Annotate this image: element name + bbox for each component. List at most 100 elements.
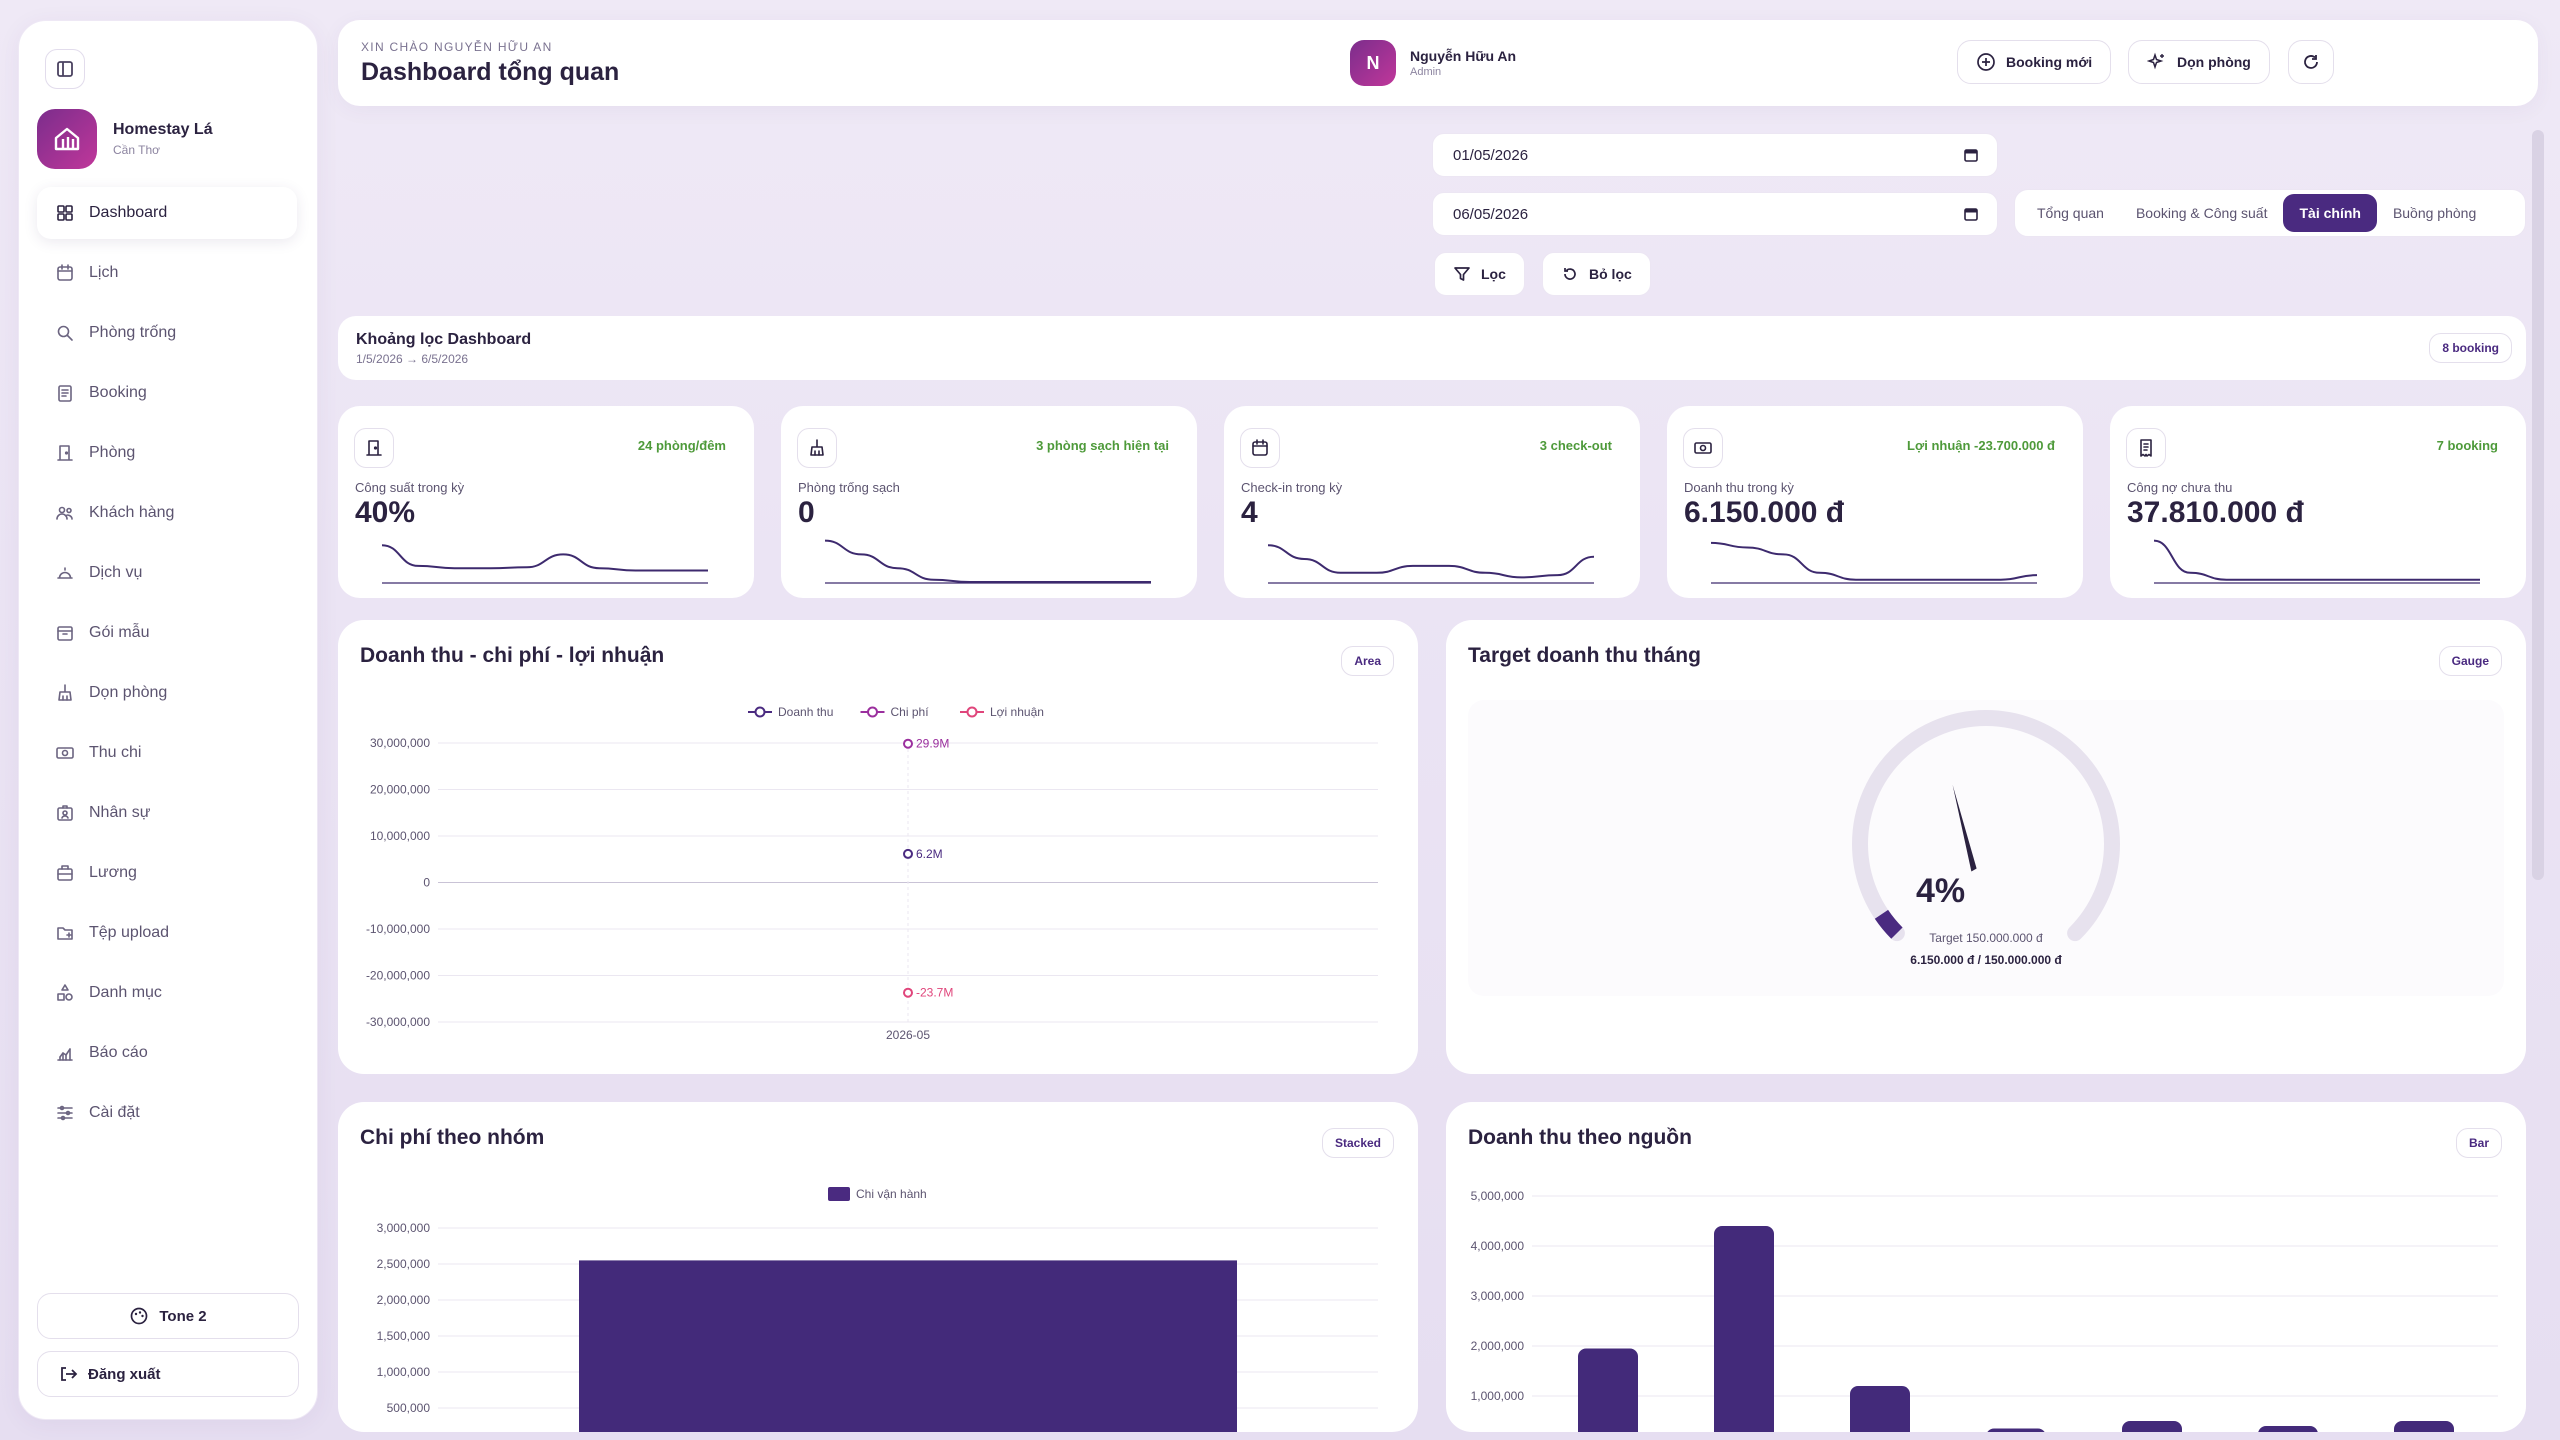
sidebar-item-dọn-phòng[interactable]: Dọn phòng xyxy=(37,667,297,719)
gauge-needle xyxy=(1952,784,1977,872)
reset-icon xyxy=(1564,268,1576,280)
data-label-0: 6.2M xyxy=(916,847,943,861)
page-scrollbar[interactable] xyxy=(2532,130,2544,880)
gauge-percent: 4% xyxy=(1916,872,1965,910)
user-name: Nguyễn Hữu An xyxy=(1410,48,1517,64)
source-bar-4 xyxy=(2122,1421,2182,1432)
grid-icon xyxy=(55,203,75,223)
sidebar-item-khách-hàng[interactable]: Khách hàng xyxy=(37,487,297,539)
source-bar-5 xyxy=(2258,1426,2318,1432)
user-role: Admin xyxy=(1410,66,1442,78)
tab-3[interactable]: Buồng phòng xyxy=(2392,205,2477,221)
legend-marker xyxy=(867,706,878,718)
data-label-2: -23.7M xyxy=(916,986,953,1000)
chart-title: Doanh thu - chi phí - lợi nhuận xyxy=(360,644,665,667)
chart-type-badge[interactable]: Bar xyxy=(2455,1128,2502,1158)
sidebar-item-booking[interactable]: Booking xyxy=(37,367,297,419)
source-bar-6 xyxy=(2394,1421,2454,1432)
tone-button[interactable]: Tone 2 xyxy=(37,1293,299,1339)
y-tick-label: -10,000,000 xyxy=(366,922,430,936)
y-tick-label: 500,000 xyxy=(387,1401,431,1415)
search-icon xyxy=(55,323,75,343)
kpi-card: 24 phòng/đêm Công suất trong kỳ 40% xyxy=(338,406,754,598)
source-bar-0 xyxy=(1578,1348,1638,1432)
kpi-tag: 7 booking xyxy=(2436,438,2498,453)
kpi-value: 40% xyxy=(355,496,416,529)
to-date-input[interactable]: 06/05/2026 xyxy=(1432,192,1998,236)
kpi-tag: 24 phòng/đêm xyxy=(637,438,726,453)
kpi-sparkline xyxy=(1711,541,2037,584)
sidebar-item-danh-mục[interactable]: Danh mục xyxy=(37,967,297,1019)
new-booking-button[interactable]: Booking mới xyxy=(1957,40,2112,84)
kpi-tag: 3 phòng sạch hiện tại xyxy=(1036,438,1169,453)
panel-left-icon xyxy=(57,61,73,77)
chart-title: Doanh thu theo nguồn xyxy=(1468,1126,1692,1149)
from-date-input[interactable]: 01/05/2026 xyxy=(1432,133,1998,177)
sidebar-item-label: Booking xyxy=(89,384,147,401)
sidebar-item-label: Dashboard xyxy=(89,204,168,221)
sidebar: Homestay Lá Cần Thơ Dashboard Lịch Phòng t… xyxy=(18,20,318,1420)
range-subtitle: 1/5/2026 → 6/5/2026 xyxy=(356,352,469,366)
chart-type-badge[interactable]: Area xyxy=(1341,646,1394,676)
logout-button[interactable]: Đăng xuất xyxy=(37,1351,299,1397)
sidebar-item-label: Cài đặt xyxy=(89,1104,140,1121)
tab-1[interactable]: Booking & Công suất xyxy=(2135,205,2268,221)
sidebar-item-dịch-vụ[interactable]: Dịch vụ xyxy=(37,547,297,599)
kpi-card: Lợi nhuận -23.700.000 đ Doanh thu trong k… xyxy=(1667,406,2083,598)
sidebar-item-cài-đặt[interactable]: Cài đặt xyxy=(37,1087,297,1139)
source-bar-2 xyxy=(1850,1386,1910,1432)
sidebar-collapse-button[interactable] xyxy=(45,49,85,89)
tab-0[interactable]: Tổng quan xyxy=(2037,205,2104,221)
sidebar-item-báo-cáo[interactable]: Báo cáo xyxy=(37,1027,297,1079)
y-tick-label: 3,000,000 xyxy=(1471,1289,1525,1303)
refresh-button[interactable] xyxy=(2288,40,2334,84)
greeting: XIN CHÀO NGUYỄN HỮU AN xyxy=(361,40,553,54)
sidebar-item-label: Danh mục xyxy=(89,984,162,1001)
sidebar-item-label: Báo cáo xyxy=(89,1044,148,1061)
sidebar-item-label: Dịch vụ xyxy=(89,564,143,581)
target-gauge: 4% Target 150.000.000 đ 6.150.000 đ / 150.… xyxy=(1852,710,2120,967)
sidebar-item-phòng-trống[interactable]: Phòng trống xyxy=(37,307,297,359)
x-tick-label: 2026-05 xyxy=(886,1028,930,1042)
sidebar-item-lịch[interactable]: Lịch xyxy=(37,247,297,299)
new-booking-label: Booking mới xyxy=(2006,54,2093,70)
sidebar-item-nhân-sự[interactable]: Nhân sự xyxy=(37,787,297,839)
from-date-value: 01/05/2026 xyxy=(1453,146,1529,164)
target-gauge-card: Target doanh thu tháng Gauge 4% Target 15… xyxy=(1446,620,2526,1074)
chart-type-badge[interactable]: Stacked xyxy=(1321,1128,1394,1158)
sidebar-item-tệp-upload[interactable]: Tệp upload xyxy=(37,907,297,959)
sliders-icon xyxy=(55,1103,75,1123)
sidebar-item-label: Nhân sự xyxy=(89,804,151,821)
legend-marker xyxy=(966,706,978,718)
y-tick-label: 20,000,000 xyxy=(370,783,430,797)
sidebar-item-gói-mẫu[interactable]: Gói mẫu xyxy=(37,607,297,659)
avatar[interactable]: N xyxy=(1350,40,1396,86)
sidebar-item-dashboard[interactable]: Dashboard xyxy=(37,187,297,239)
sidebar-item-phòng[interactable]: Phòng xyxy=(37,427,297,479)
sidebar-item-lương[interactable]: Lương xyxy=(37,847,297,899)
kpi-sparkline xyxy=(2154,539,2480,584)
data-point-2 xyxy=(903,987,913,998)
chart-type-badge[interactable]: Gauge xyxy=(2438,646,2502,676)
source-bar-3 xyxy=(1987,1428,2045,1432)
sidebar-item-label: Lịch xyxy=(89,264,119,281)
folder-icon xyxy=(55,923,75,943)
users-icon xyxy=(55,503,75,523)
y-tick-label: 3,000,000 xyxy=(377,1221,431,1235)
kpi-card: 3 phòng sạch hiện tại Phòng trống sạch 0 xyxy=(781,406,1197,598)
clean-room-button[interactable]: Dọn phòng xyxy=(2128,40,2270,84)
kpi-tag: 3 check-out xyxy=(1539,438,1612,453)
filter-button[interactable]: Lọc xyxy=(1434,252,1525,296)
filter-label: Lọc xyxy=(1481,266,1506,282)
clipboard-icon xyxy=(55,383,75,403)
sidebar-item-thu-chi[interactable]: Thu chi xyxy=(37,727,297,779)
sidebar-item-label: Gói mẫu xyxy=(89,624,150,641)
kpi-label: Công suất trong kỳ xyxy=(355,480,465,495)
brand: Homestay Lá Cần Thơ xyxy=(37,109,213,169)
legend-0: Chi vận hành xyxy=(856,1187,927,1201)
kpi-card: 7 booking Công nợ chưa thu 37.810.000 đ xyxy=(2110,406,2526,598)
sidebar-item-label: Phòng xyxy=(89,444,136,461)
shapes-icon xyxy=(55,983,75,1003)
clear-filter-button[interactable]: Bỏ lọc xyxy=(1542,252,1651,296)
tab-2[interactable]: Tài chính xyxy=(2283,194,2377,232)
